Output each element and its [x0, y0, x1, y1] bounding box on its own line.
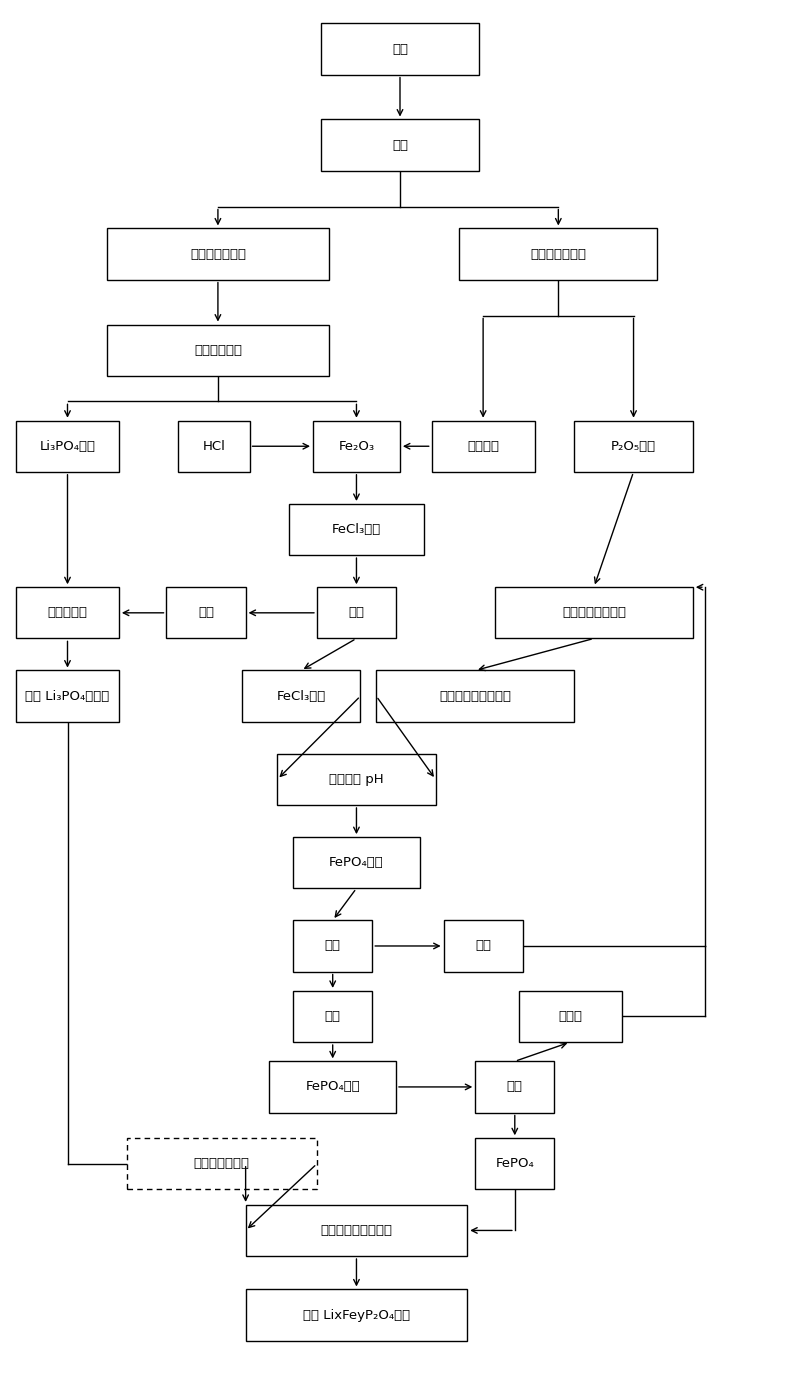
Text: 滤液: 滤液	[475, 939, 491, 953]
Bar	[321, 23, 479, 74]
Bar	[443, 920, 522, 972]
Text: 洗涤水: 洗涤水	[558, 1011, 582, 1023]
Text: FePO₄: FePO₄	[495, 1157, 534, 1170]
Text: 控温、调 pH: 控温、调 pH	[329, 773, 384, 785]
Text: 杂质: 杂质	[198, 607, 214, 619]
Text: FePO₄沉淀: FePO₄沉淀	[329, 857, 384, 869]
Bar	[166, 588, 246, 638]
Text: 球形 LixFeyP₂O₄成品: 球形 LixFeyP₂O₄成品	[303, 1308, 410, 1322]
Bar	[293, 920, 372, 972]
Bar	[313, 420, 400, 472]
Text: 过滤: 过滤	[325, 939, 341, 953]
Bar	[16, 670, 119, 722]
Text: 过滤: 过滤	[349, 607, 365, 619]
Bar	[475, 1138, 554, 1189]
Text: 补充锂源、铁源: 补充锂源、铁源	[194, 1157, 250, 1170]
Bar	[317, 588, 396, 638]
Bar	[293, 991, 372, 1042]
Text: 溶解过滤分离: 溶解过滤分离	[194, 343, 242, 357]
Bar	[432, 420, 534, 472]
Text: Fe₂O₃: Fe₂O₃	[338, 439, 374, 453]
Text: Li₃PO₄滤液: Li₃PO₄滤液	[39, 439, 95, 453]
Bar	[246, 1289, 467, 1340]
Bar	[246, 1205, 467, 1256]
Bar	[16, 588, 119, 638]
Bar	[459, 228, 658, 280]
Bar	[16, 420, 119, 472]
Bar	[495, 588, 693, 638]
Bar	[278, 754, 436, 805]
Text: 补充磷源的磷酸溶液: 补充磷源的磷酸溶液	[439, 689, 511, 703]
Text: 杂质: 杂质	[325, 1011, 341, 1023]
Bar	[321, 119, 479, 170]
Bar	[289, 504, 424, 555]
Bar	[270, 1061, 396, 1112]
Bar	[518, 991, 622, 1042]
Bar	[376, 670, 574, 722]
Bar	[178, 420, 250, 472]
Text: 球形 Li₃PO₄前驱体: 球形 Li₃PO₄前驱体	[26, 689, 110, 703]
Text: 与锂盐混合焙烧: 与锂盐混合焙烧	[190, 247, 246, 261]
Text: 补充磷源的水溶液: 补充磷源的水溶液	[562, 607, 626, 619]
Bar	[293, 838, 420, 888]
Text: FeCl₃溶液: FeCl₃溶液	[332, 523, 381, 535]
Bar	[475, 1061, 554, 1112]
Text: HCl: HCl	[202, 439, 226, 453]
Text: 磷铁: 磷铁	[392, 43, 408, 55]
Text: 非氧化性气氛下焙烧: 非氧化性气氛下焙烧	[321, 1223, 393, 1237]
Text: 补充铁源: 补充铁源	[467, 439, 499, 453]
Bar	[107, 324, 329, 376]
Text: 浓缩、造粒: 浓缩、造粒	[47, 607, 87, 619]
Text: 烘干: 烘干	[392, 139, 408, 151]
Bar	[127, 1138, 317, 1189]
Text: P₂O₅气体: P₂O₅气体	[611, 439, 656, 453]
Text: 洗涤: 洗涤	[506, 1081, 522, 1093]
Bar	[574, 420, 693, 472]
Text: FeCl₃滤液: FeCl₃滤液	[277, 689, 326, 703]
Text: FePO₄滤饼: FePO₄滤饼	[306, 1081, 360, 1093]
Text: 干燥空气中焙烧: 干燥空气中焙烧	[530, 247, 586, 261]
Bar	[107, 228, 329, 280]
Bar	[242, 670, 361, 722]
